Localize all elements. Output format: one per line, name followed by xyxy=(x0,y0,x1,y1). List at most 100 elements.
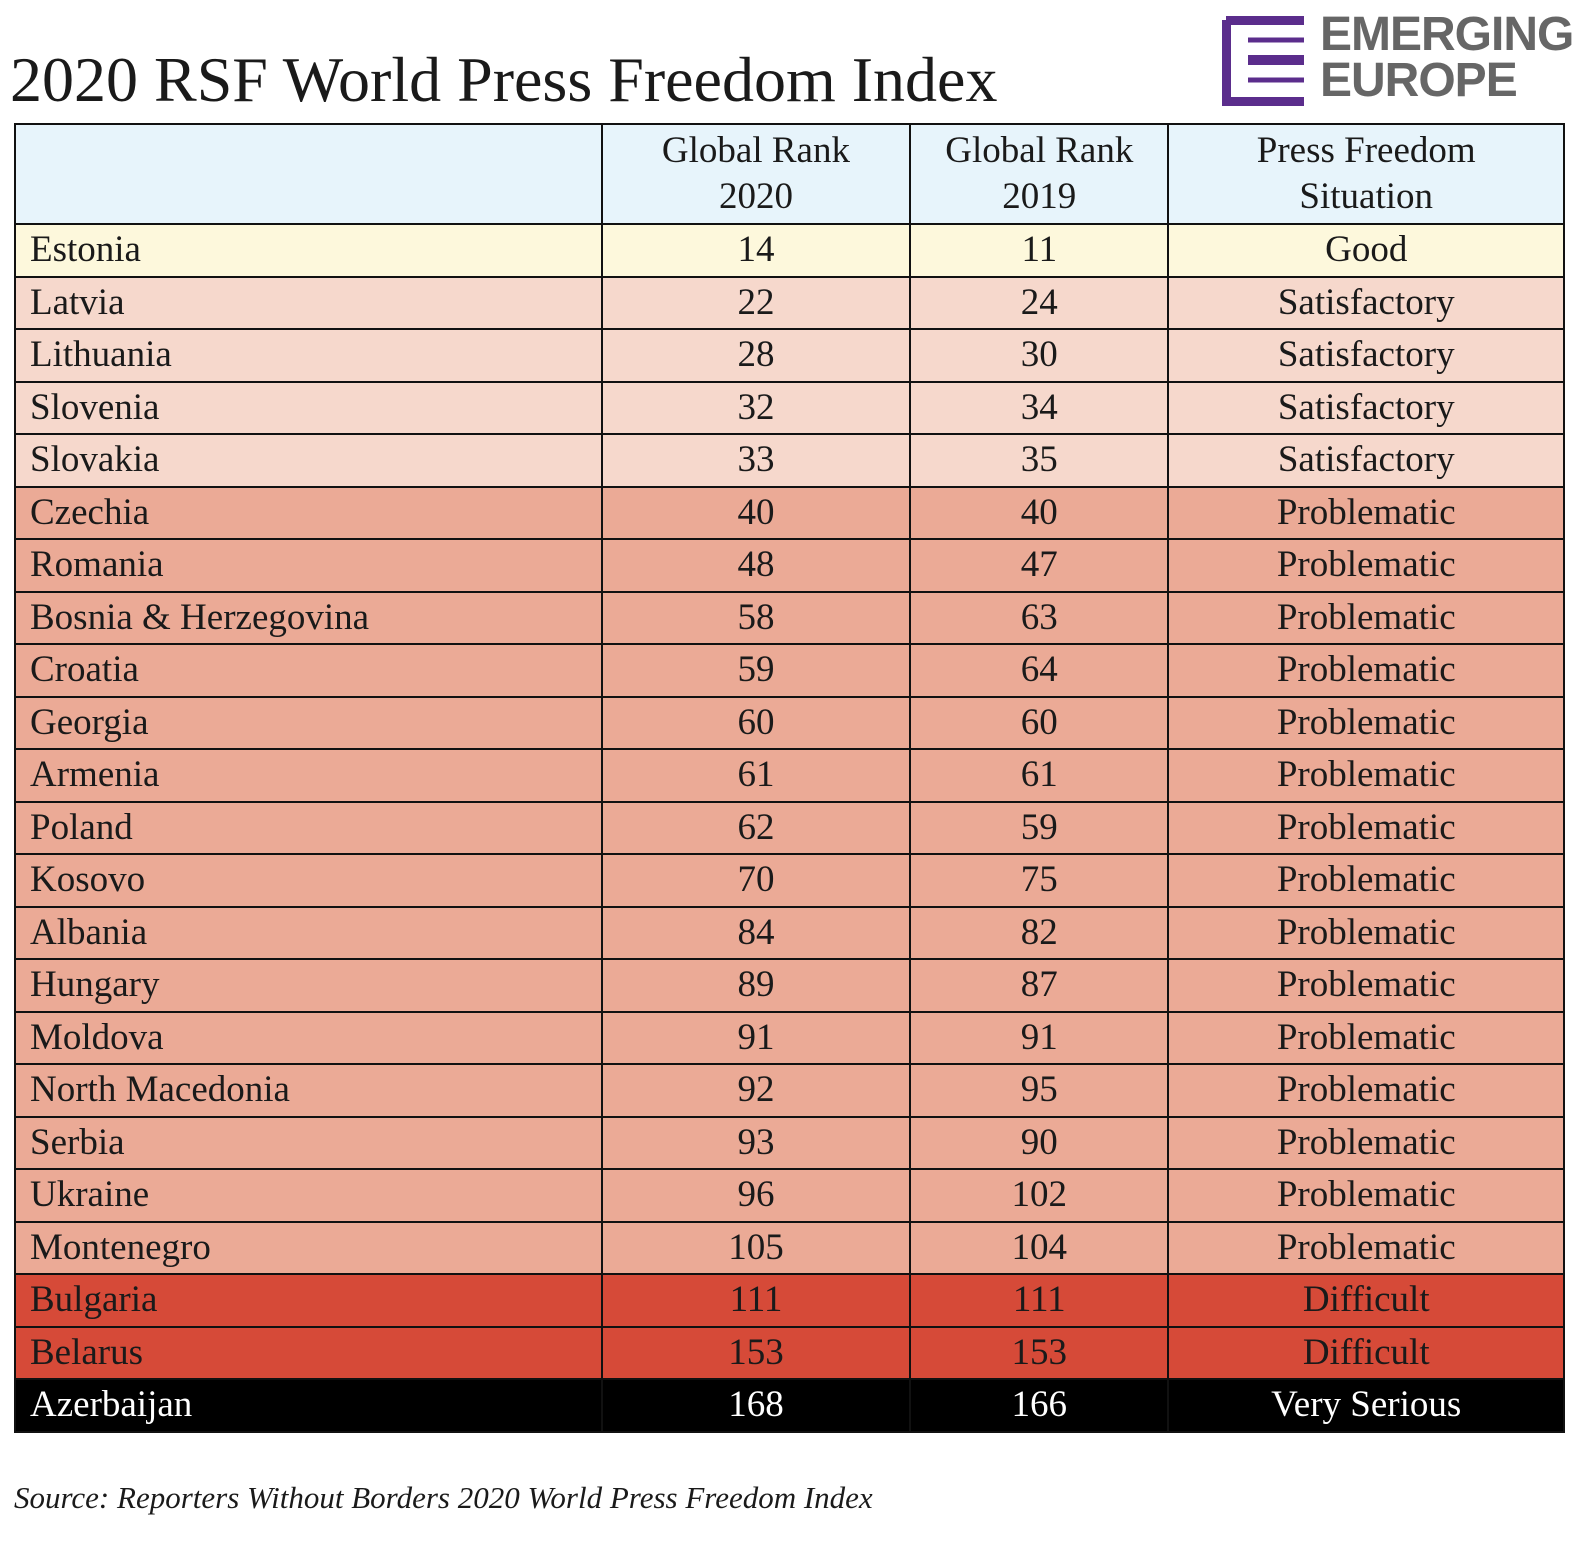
rank-2020-cell: 61 xyxy=(600,748,912,803)
table-body: Estonia 14 11 Good Latvia 22 24 Satisfactory Lit… xyxy=(14,223,1565,1433)
emerging-europe-logo: EMERGING EUROPE xyxy=(1222,11,1574,107)
country-cell: Belarus xyxy=(14,1325,603,1380)
table-row: Romania 48 47 Problematic xyxy=(14,538,1565,593)
rank-2020-cell: 93 xyxy=(600,1115,912,1170)
press-freedom-table: Global Rank 2020 Global Rank 2019 Press … xyxy=(14,123,1565,1433)
header-situation: Press Freedom Situation xyxy=(1167,123,1565,225)
rank-2019-cell: 82 xyxy=(909,905,1170,960)
rank-2020-cell: 28 xyxy=(600,328,912,383)
situation-cell: Problematic xyxy=(1167,695,1565,750)
country-cell: Bosnia & Herzegovina xyxy=(14,590,603,645)
rank-2019-cell: 102 xyxy=(909,1168,1170,1223)
header-rank-2019-line1: Global Rank xyxy=(945,130,1134,171)
header-rank-2019-line2: 2019 xyxy=(1002,176,1077,217)
rank-2019-cell: 11 xyxy=(909,223,1170,278)
logo-wordmark: EMERGING EUROPE xyxy=(1320,11,1574,107)
table-row: Lithuania 28 30 Satisfactory xyxy=(14,328,1565,383)
table-row: Armenia 61 61 Problematic xyxy=(14,748,1565,803)
table-row: Azerbaijan 168 166 Very Serious xyxy=(14,1378,1565,1433)
situation-cell: Satisfactory xyxy=(1167,275,1565,330)
table-row: Ukraine 96 102 Problematic xyxy=(14,1168,1565,1223)
table-row: Montenegro 105 104 Problematic xyxy=(14,1220,1565,1275)
header-rank-2020-line1: Global Rank xyxy=(661,130,850,171)
country-cell: Azerbaijan xyxy=(14,1378,603,1433)
rank-2020-cell: 84 xyxy=(600,905,912,960)
table-row: Kosovo 70 75 Problematic xyxy=(14,853,1565,908)
rank-2019-cell: 75 xyxy=(909,853,1170,908)
table-row: Albania 84 82 Problematic xyxy=(14,905,1565,960)
situation-cell: Satisfactory xyxy=(1167,380,1565,435)
situation-cell: Problematic xyxy=(1167,1063,1565,1118)
situation-cell: Problematic xyxy=(1167,958,1565,1013)
rank-2019-cell: 90 xyxy=(909,1115,1170,1170)
rank-2020-cell: 91 xyxy=(600,1010,912,1065)
table-row: North Macedonia 92 95 Problematic xyxy=(14,1063,1565,1118)
table-row: Croatia 59 64 Problematic xyxy=(14,643,1565,698)
rank-2019-cell: 104 xyxy=(909,1220,1170,1275)
rank-2019-cell: 60 xyxy=(909,695,1170,750)
rank-2020-cell: 48 xyxy=(600,538,912,593)
rank-2020-cell: 58 xyxy=(600,590,912,645)
country-cell: Armenia xyxy=(14,748,603,803)
country-cell: Bulgaria xyxy=(14,1273,603,1328)
rank-2019-cell: 61 xyxy=(909,748,1170,803)
situation-cell: Difficult xyxy=(1167,1273,1565,1328)
situation-cell: Problematic xyxy=(1167,800,1565,855)
rank-2019-cell: 40 xyxy=(909,485,1170,540)
rank-2020-cell: 89 xyxy=(600,958,912,1013)
situation-cell: Problematic xyxy=(1167,1220,1565,1275)
country-cell: Slovenia xyxy=(14,380,603,435)
rank-2019-cell: 24 xyxy=(909,275,1170,330)
rank-2020-cell: 168 xyxy=(600,1378,912,1433)
table-row: Estonia 14 11 Good xyxy=(14,223,1565,278)
header-country xyxy=(14,123,603,225)
table-header-row: Global Rank 2020 Global Rank 2019 Press … xyxy=(14,123,1565,225)
rank-2019-cell: 34 xyxy=(909,380,1170,435)
country-cell: Montenegro xyxy=(14,1220,603,1275)
emerging-europe-logo-mark-icon xyxy=(1222,16,1304,106)
country-cell: Albania xyxy=(14,905,603,960)
situation-cell: Good xyxy=(1167,223,1565,278)
country-cell: North Macedonia xyxy=(14,1063,603,1118)
rank-2020-cell: 92 xyxy=(600,1063,912,1118)
rank-2020-cell: 96 xyxy=(600,1168,912,1223)
rank-2020-cell: 60 xyxy=(600,695,912,750)
header-situation-line2: Situation xyxy=(1299,176,1434,217)
country-cell: Ukraine xyxy=(14,1168,603,1223)
rank-2020-cell: 105 xyxy=(600,1220,912,1275)
rank-2019-cell: 35 xyxy=(909,433,1170,488)
rank-2019-cell: 153 xyxy=(909,1325,1170,1380)
logo-line-2: EUROPE xyxy=(1320,54,1518,107)
table-row: Bosnia & Herzegovina 58 63 Problematic xyxy=(14,590,1565,645)
header-rank-2019: Global Rank 2019 xyxy=(909,123,1170,225)
rank-2020-cell: 62 xyxy=(600,800,912,855)
country-cell: Estonia xyxy=(14,223,603,278)
country-cell: Kosovo xyxy=(14,853,603,908)
table-row: Georgia 60 60 Problematic xyxy=(14,695,1565,750)
header-rank-2020-line2: 2020 xyxy=(718,176,793,217)
country-cell: Poland xyxy=(14,800,603,855)
chart-title: 2020 RSF World Press Freedom Index xyxy=(10,44,998,115)
situation-cell: Problematic xyxy=(1167,1168,1565,1223)
rank-2019-cell: 64 xyxy=(909,643,1170,698)
country-cell: Romania xyxy=(14,538,603,593)
table-row: Serbia 93 90 Problematic xyxy=(14,1115,1565,1170)
table-row: Slovakia 33 35 Satisfactory xyxy=(14,433,1565,488)
country-cell: Czechia xyxy=(14,485,603,540)
table-row: Belarus 153 153 Difficult xyxy=(14,1325,1565,1380)
table-row: Latvia 22 24 Satisfactory xyxy=(14,275,1565,330)
country-cell: Moldova xyxy=(14,1010,603,1065)
rank-2020-cell: 70 xyxy=(600,853,912,908)
situation-cell: Problematic xyxy=(1167,748,1565,803)
situation-cell: Problematic xyxy=(1167,538,1565,593)
rank-2020-cell: 14 xyxy=(600,223,912,278)
situation-cell: Problematic xyxy=(1167,905,1565,960)
source-note: Source: Reporters Without Borders 2020 W… xyxy=(14,1480,873,1515)
rank-2020-cell: 32 xyxy=(600,380,912,435)
country-cell: Georgia xyxy=(14,695,603,750)
country-cell: Latvia xyxy=(14,275,603,330)
situation-cell: Problematic xyxy=(1167,643,1565,698)
rank-2020-cell: 22 xyxy=(600,275,912,330)
rank-2019-cell: 63 xyxy=(909,590,1170,645)
table-row: Czechia 40 40 Problematic xyxy=(14,485,1565,540)
